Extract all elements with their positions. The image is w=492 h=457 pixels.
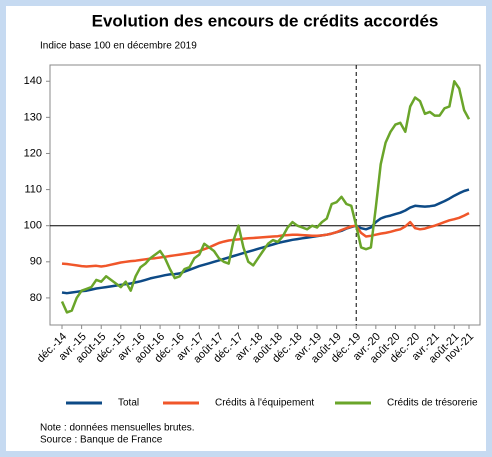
legend-label: Crédits à l'équipement bbox=[215, 398, 314, 409]
note: Note : données mensuelles brutes. bbox=[40, 423, 195, 434]
subtitle: Indice base 100 en décembre 2019 bbox=[40, 41, 197, 52]
series-line bbox=[60, 80, 471, 314]
y-tick-label: 90 bbox=[30, 256, 42, 268]
y-tick-label: 100 bbox=[24, 220, 42, 232]
source: Source : Banque de France bbox=[40, 435, 163, 446]
y-tick-label: 80 bbox=[30, 292, 42, 304]
panel bbox=[6, 6, 486, 451]
chart-title: Evolution des encours de crédits accordé… bbox=[92, 11, 439, 30]
legend-label: Crédits de trésorerie bbox=[387, 398, 478, 409]
plot-frame bbox=[49, 64, 481, 326]
y-tick-label: 130 bbox=[24, 111, 42, 123]
y-tick-label: 120 bbox=[24, 147, 42, 159]
y-tick-label: 140 bbox=[24, 75, 42, 87]
y-tick-label: 110 bbox=[24, 183, 42, 195]
series-line bbox=[61, 211, 470, 268]
legend-label: Total bbox=[118, 398, 139, 409]
